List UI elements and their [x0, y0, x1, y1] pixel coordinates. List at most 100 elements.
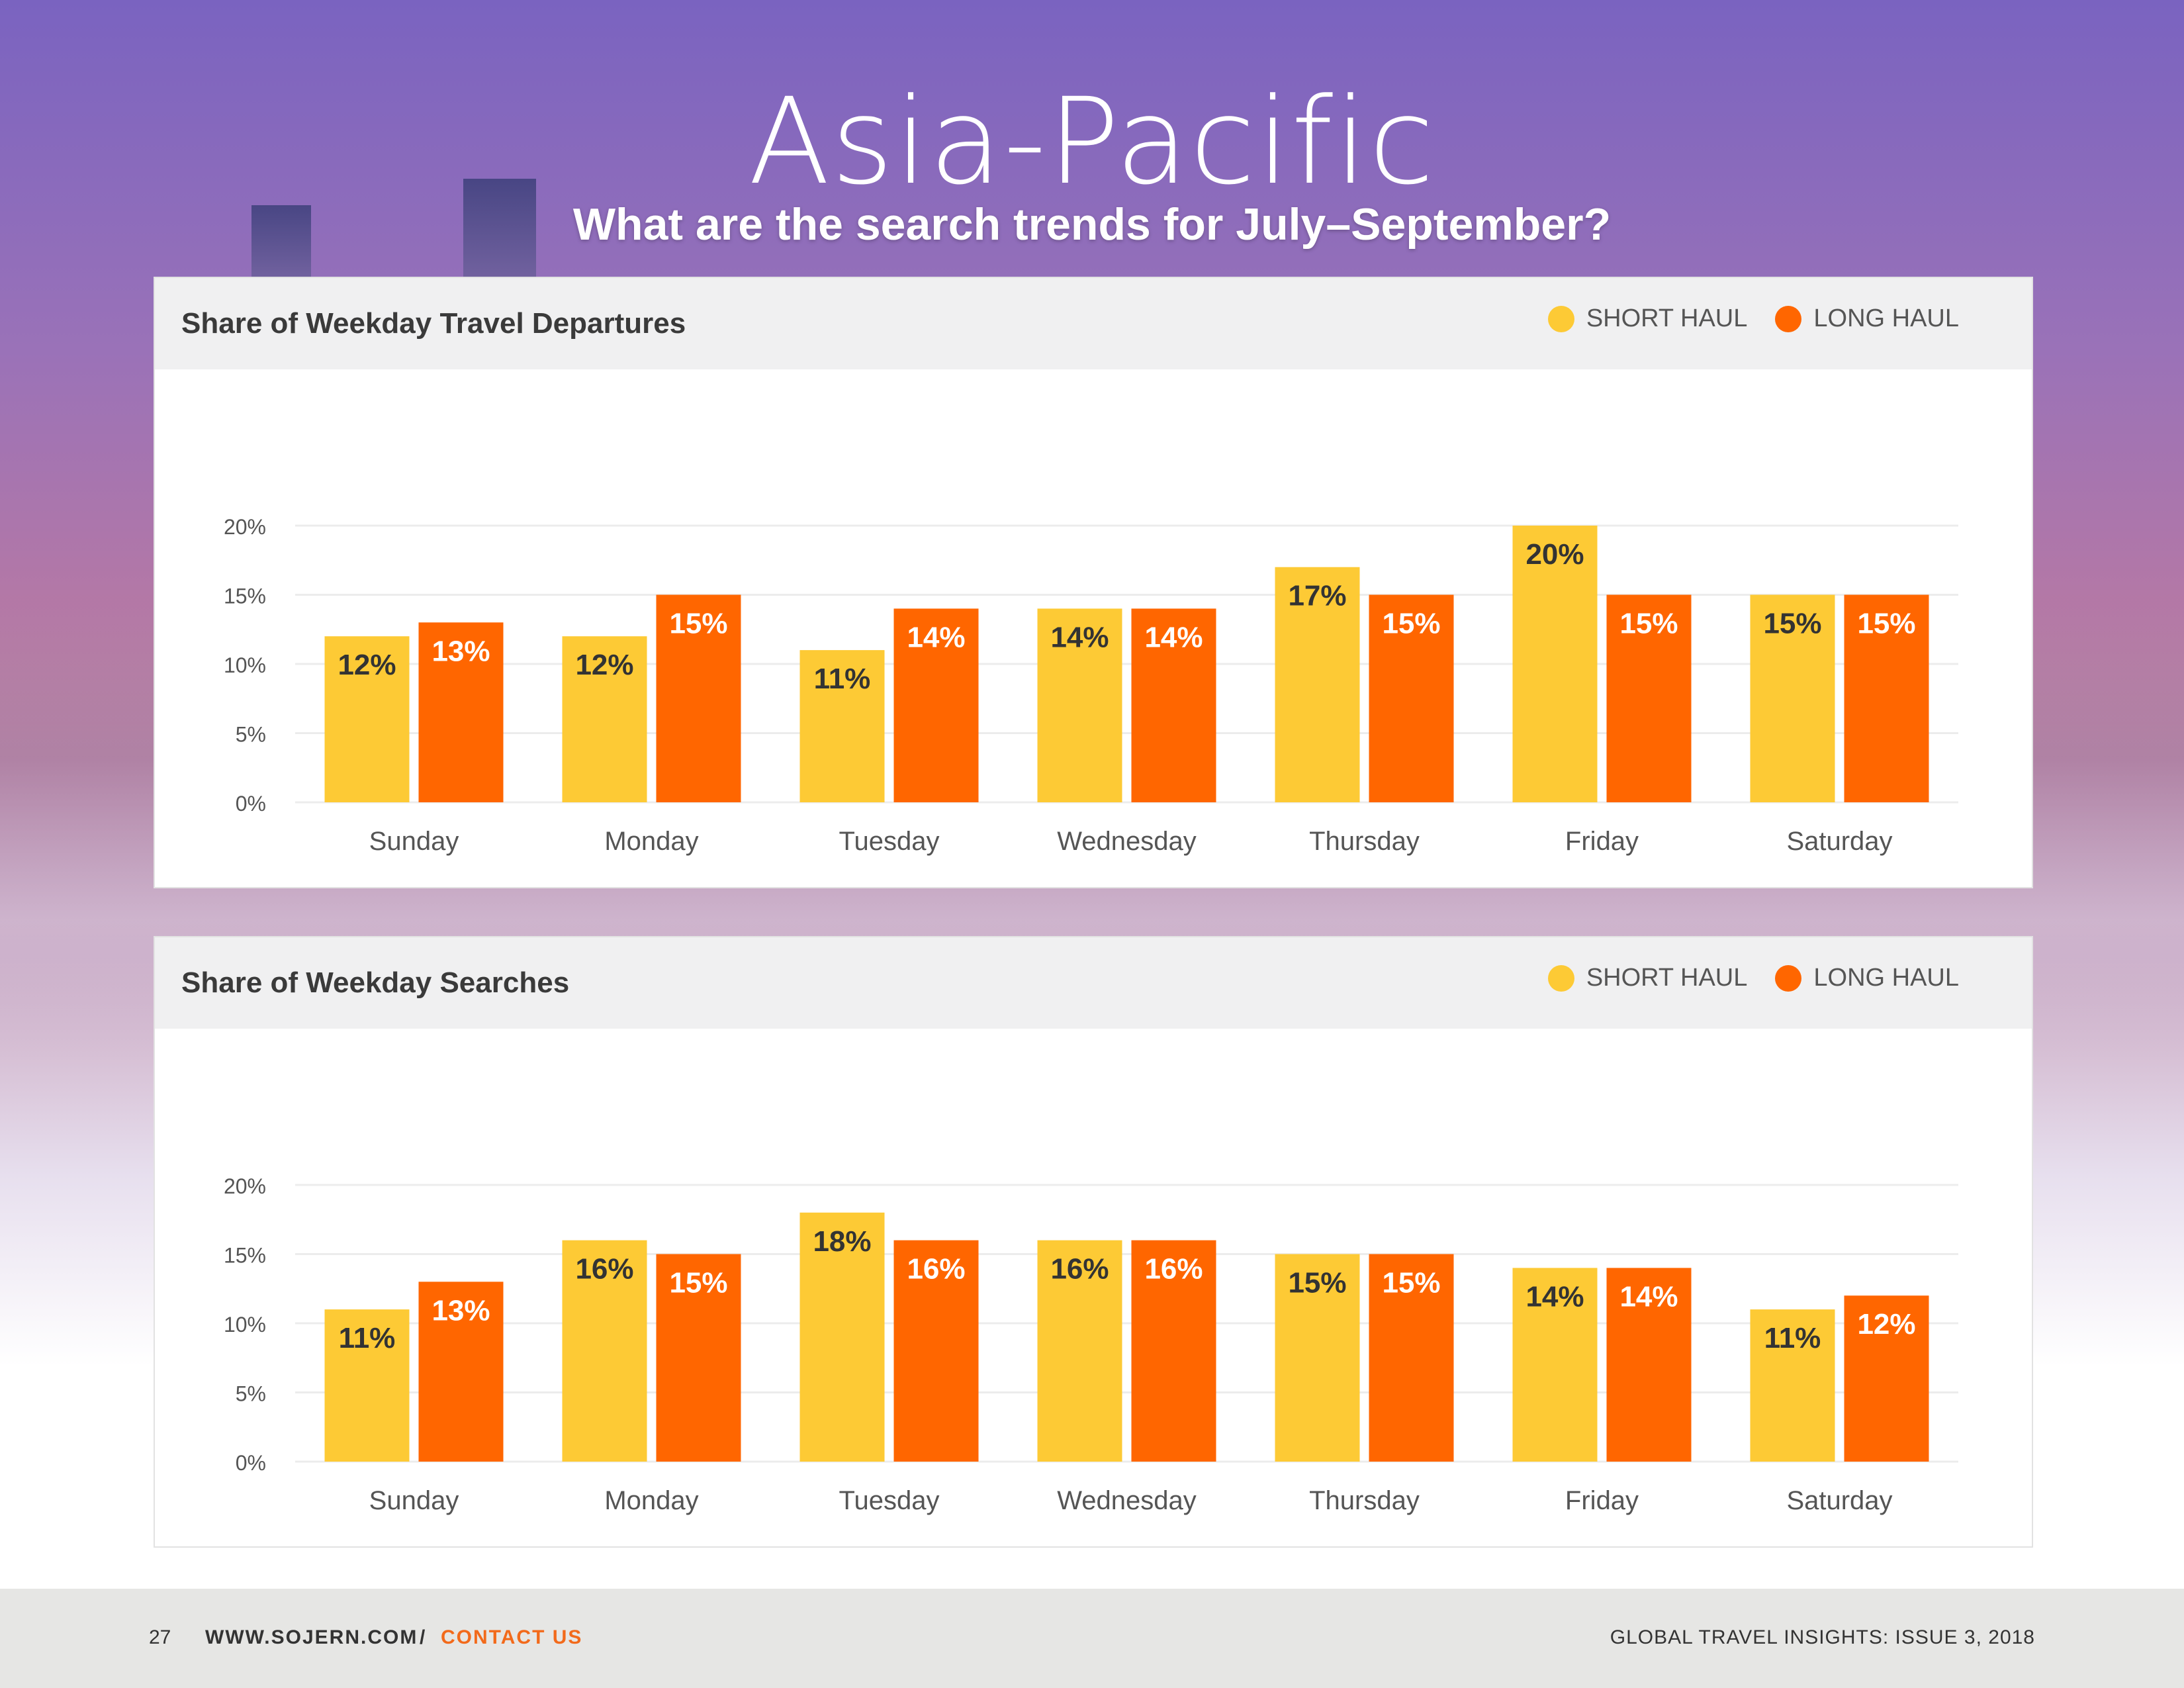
bar-value-label: 14%	[1525, 1280, 1584, 1313]
x-category-label: Monday	[604, 827, 698, 856]
bar-value-label: 14%	[1144, 621, 1203, 653]
bar-value-label: 12%	[1857, 1308, 1915, 1340]
bar-value-label: 15%	[669, 608, 727, 640]
bar-value-label: 12%	[338, 649, 396, 681]
bar-value-label: 15%	[1857, 608, 1915, 640]
bar-long-haul	[1131, 1240, 1216, 1462]
bar-long-haul	[1131, 608, 1216, 802]
x-category-label: Friday	[1565, 827, 1639, 856]
bar-short-haul	[324, 1309, 410, 1462]
x-category-label: Saturday	[1786, 827, 1892, 856]
bar-short-haul	[1275, 1254, 1360, 1462]
bar-short-haul	[562, 1240, 647, 1462]
bar-long-haul	[1844, 594, 1929, 802]
footer: 27 WWW.SOJERN.COM / CONTACT US GLOBAL TR…	[0, 1589, 2184, 1688]
legend-dot-icon	[1547, 964, 1574, 992]
bar-value-label: 16%	[1050, 1253, 1109, 1286]
bar-value-label: 14%	[907, 621, 965, 653]
bar-long-haul	[418, 622, 504, 802]
bar-long-haul	[1369, 594, 1454, 802]
footer-separator: /	[420, 1626, 426, 1648]
page-title: Asia-Pacific	[748, 73, 1436, 211]
y-tick-label: 20%	[224, 1174, 266, 1198]
bar-value-label: 16%	[575, 1253, 633, 1286]
bar-long-haul	[1369, 1254, 1454, 1462]
x-category-label: Thursday	[1309, 827, 1420, 856]
bar-value-label: 14%	[1050, 621, 1109, 653]
bar-value-label: 15%	[1382, 608, 1440, 640]
y-tick-label: 0%	[236, 1451, 266, 1475]
x-category-label: Monday	[604, 1486, 698, 1515]
x-category-label: Friday	[1565, 1486, 1639, 1515]
page-subtitle: What are the search trends for July–Sept…	[572, 199, 1612, 250]
bar-short-haul	[1037, 1240, 1122, 1462]
contact-us-link[interactable]: CONTACT US	[441, 1626, 583, 1648]
legend-item-short-haul: SHORT HAUL	[1547, 964, 1747, 992]
page-number: 27	[149, 1626, 171, 1648]
y-tick-label: 0%	[236, 792, 266, 816]
chart-header: Share of Weekday Searches SHORT HAUL LON…	[155, 937, 2032, 1029]
chart-title: Share of Weekday Searches	[181, 966, 570, 999]
bar-value-label: 16%	[907, 1253, 965, 1286]
x-category-label: Sunday	[369, 1486, 459, 1515]
bar-value-label: 20%	[1525, 538, 1584, 571]
legend-item-long-haul: LONG HAUL	[1775, 305, 1959, 333]
skyline-tower	[463, 179, 536, 278]
y-tick-label: 5%	[236, 723, 266, 747]
chart-legend: SHORT HAUL LONG HAUL	[1520, 305, 1959, 333]
bar-value-label: 17%	[1288, 580, 1346, 612]
legend-label: LONG HAUL	[1813, 305, 1959, 332]
bar-long-haul	[893, 1240, 979, 1462]
legend-dot-icon	[1775, 305, 1802, 332]
x-category-label: Sunday	[369, 827, 459, 856]
bar-short-haul	[1037, 608, 1122, 802]
website-link[interactable]: WWW.SOJERN.COM	[205, 1626, 418, 1648]
y-tick-label: 5%	[236, 1382, 266, 1406]
y-tick-label: 20%	[224, 515, 266, 539]
bar-long-haul	[893, 608, 979, 802]
bar-value-label: 15%	[1382, 1267, 1440, 1299]
x-category-label: Tuesday	[839, 1486, 940, 1515]
bar-value-label: 15%	[669, 1267, 727, 1299]
bar-value-label: 15%	[1288, 1267, 1346, 1299]
y-tick-label: 10%	[224, 1313, 266, 1336]
x-category-label: Wednesday	[1057, 827, 1197, 856]
x-category-label: Saturday	[1786, 1486, 1892, 1515]
bar-short-haul	[562, 636, 647, 802]
bar-short-haul	[1750, 1309, 1835, 1462]
y-tick-label: 15%	[224, 1244, 266, 1268]
bar-short-haul	[1512, 1268, 1598, 1462]
bar-short-haul	[1512, 526, 1598, 802]
legend-label: SHORT HAUL	[1586, 305, 1748, 332]
chart-panel-departures: Share of Weekday Travel Departures SHORT…	[154, 277, 2033, 888]
bar-long-haul	[1606, 594, 1692, 802]
legend-item-short-haul: SHORT HAUL	[1547, 305, 1748, 333]
x-category-label: Wednesday	[1057, 1486, 1197, 1515]
chart-header: Share of Weekday Travel Departures SHORT…	[155, 278, 2032, 369]
x-category-label: Tuesday	[839, 827, 940, 856]
bar-value-label: 18%	[813, 1225, 871, 1258]
bar-chart-searches: 0% 5% 10% 15% 20% 11% 13% Sunday 16% 15% Monday 18%…	[224, 1174, 1958, 1515]
bar-value-label: 14%	[1619, 1280, 1678, 1313]
skyline-tower	[251, 205, 311, 278]
chart-legend: SHORT HAUL LONG HAUL	[1520, 964, 1959, 992]
publication-label: GLOBAL TRAVEL INSIGHTS: ISSUE 3, 2018	[1610, 1626, 2035, 1648]
bar-short-haul	[1750, 594, 1835, 802]
legend-dot-icon	[1775, 964, 1802, 992]
bar-value-label: 13%	[432, 1294, 490, 1327]
legend-dot-icon	[1547, 305, 1574, 332]
legend-label: LONG HAUL	[1813, 964, 1959, 992]
bar-value-label: 15%	[1763, 608, 1821, 640]
bar-value-label: 16%	[1144, 1253, 1203, 1286]
legend-item-long-haul: LONG HAUL	[1775, 964, 1959, 992]
bar-short-haul	[799, 1212, 885, 1462]
bar-value-label: 11%	[1764, 1322, 1821, 1354]
bar-short-haul	[324, 636, 410, 802]
bar-long-haul	[656, 594, 741, 802]
x-category-label: Thursday	[1309, 1486, 1420, 1515]
y-tick-label: 15%	[224, 585, 266, 608]
bar-value-label: 11%	[339, 1322, 396, 1354]
bar-short-haul	[799, 650, 885, 802]
bar-value-label: 15%	[1619, 608, 1678, 640]
bar-long-haul	[1844, 1295, 1929, 1462]
